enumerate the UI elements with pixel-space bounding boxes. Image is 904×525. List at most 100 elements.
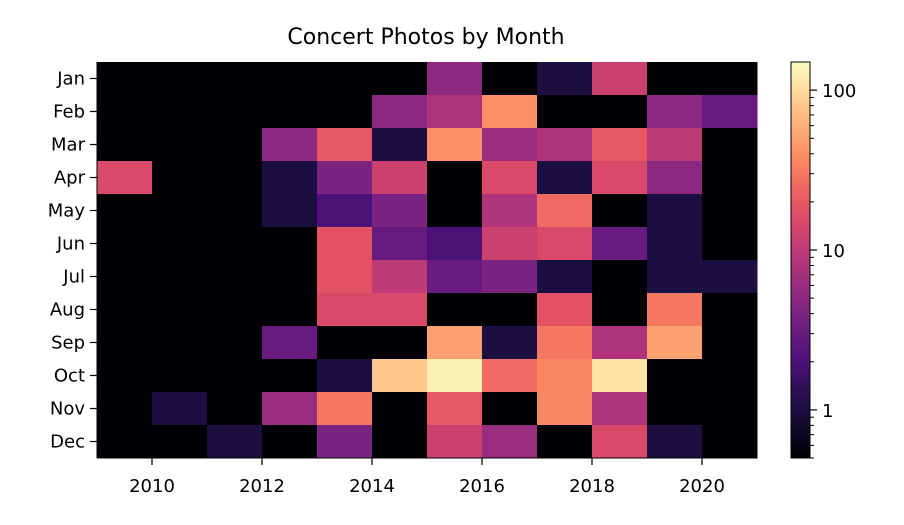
heatmap-cell (372, 227, 428, 261)
heatmap-cell (592, 425, 648, 459)
heatmap-cell (427, 62, 483, 96)
heatmap-cell (207, 161, 263, 195)
heatmap-cell (592, 326, 648, 360)
heatmap-cell (702, 326, 758, 360)
heatmap-cell (372, 326, 428, 360)
heatmap-cell (317, 128, 373, 162)
heatmap-cell (372, 359, 428, 393)
heatmap-cell (537, 95, 593, 129)
heatmap-cell (97, 293, 153, 327)
heatmap-cell (702, 194, 758, 228)
heatmap-cell (482, 392, 538, 426)
heatmap-cell (152, 95, 208, 129)
heatmap-cell (427, 227, 483, 261)
heatmap-cell (592, 359, 648, 393)
heatmap-cell (537, 194, 593, 228)
heatmap-cell (592, 227, 648, 261)
heatmap-cell (427, 293, 483, 327)
heatmap-cell (97, 260, 153, 294)
heatmap-cell (262, 194, 318, 228)
heatmap-cell (97, 95, 153, 129)
heatmap-cell (427, 326, 483, 360)
heatmap-cell (592, 392, 648, 426)
heatmap-cell (482, 194, 538, 228)
y-tick-label: Sep (51, 333, 85, 354)
heatmap-cell (152, 293, 208, 327)
heatmap-cell (537, 359, 593, 393)
heatmap-cell (262, 392, 318, 426)
x-tick-label: 2010 (129, 476, 175, 497)
heatmap-cell (317, 425, 373, 459)
heatmap-cell (537, 293, 593, 327)
heatmap-cell (592, 293, 648, 327)
heatmap-cell (207, 425, 263, 459)
heatmap-cell (647, 128, 703, 162)
heatmap-cell (372, 161, 428, 195)
heatmap-cell (702, 359, 758, 393)
heatmap-cell (537, 326, 593, 360)
heatmap-cell (702, 161, 758, 195)
heatmap-cell (372, 293, 428, 327)
heatmap-cell (592, 128, 648, 162)
heatmap-cell (262, 359, 318, 393)
y-tick-label: Nov (50, 399, 85, 420)
heatmap-cell (372, 128, 428, 162)
heatmap-cell (207, 359, 263, 393)
heatmap-cell (317, 392, 373, 426)
y-tick-label: Jun (56, 234, 85, 255)
heatmap-cell (262, 227, 318, 261)
heatmap-cell (207, 326, 263, 360)
y-tick-label: May (48, 201, 86, 222)
heatmap-cell (427, 95, 483, 129)
x-tick-label: 2020 (679, 476, 725, 497)
heatmap-cell (372, 260, 428, 294)
heatmap-cell (427, 128, 483, 162)
heatmap-cell (647, 293, 703, 327)
heatmap-cell (372, 62, 428, 96)
colorbar-gradient (791, 62, 810, 458)
heatmap-cell (537, 161, 593, 195)
heatmap-cell (262, 293, 318, 327)
heatmap-cell (152, 62, 208, 96)
heatmap-cell (702, 128, 758, 162)
heatmap-cell (592, 62, 648, 96)
heatmap-cell (207, 62, 263, 96)
heatmap-cell (152, 194, 208, 228)
heatmap-cell (207, 392, 263, 426)
heatmap-cell (647, 194, 703, 228)
heatmap-cell (482, 293, 538, 327)
heatmap-cell (647, 95, 703, 129)
y-axis: Jan Feb Mar Apr May Jun Jul Aug Sep Oct Nov Dec (48, 62, 98, 458)
heatmap-cell (427, 359, 483, 393)
heatmap-cell (702, 260, 758, 294)
heatmap-cell (702, 227, 758, 261)
heatmap-cell (207, 260, 263, 294)
heatmap-cell (537, 260, 593, 294)
heatmap-cell (207, 194, 263, 228)
heatmap-cell (702, 62, 758, 96)
heatmap-cell (372, 425, 428, 459)
heatmap-cell (317, 161, 373, 195)
colorbar-tick-label: 100 (822, 81, 856, 102)
heatmap-cell (97, 194, 153, 228)
heatmap-cell (647, 260, 703, 294)
heatmap-cell (97, 62, 153, 96)
heatmap-cell (647, 227, 703, 261)
heatmap-cell (152, 161, 208, 195)
heatmap-cell (372, 95, 428, 129)
heatmap-cell (372, 392, 428, 426)
y-tick-label: Jul (62, 267, 85, 288)
heatmap-cell (97, 392, 153, 426)
heatmap-cell (152, 425, 208, 459)
heatmap-cell (152, 260, 208, 294)
heatmap-cell (702, 95, 758, 129)
heatmap-cell (647, 392, 703, 426)
heatmap-cell (262, 62, 318, 96)
heatmap-cell (262, 260, 318, 294)
heatmap-cell (207, 227, 263, 261)
y-tick-label: Oct (54, 366, 85, 387)
heatmap-cell (152, 359, 208, 393)
colorbar-frame (790, 61, 811, 459)
heatmap-cell (702, 293, 758, 327)
